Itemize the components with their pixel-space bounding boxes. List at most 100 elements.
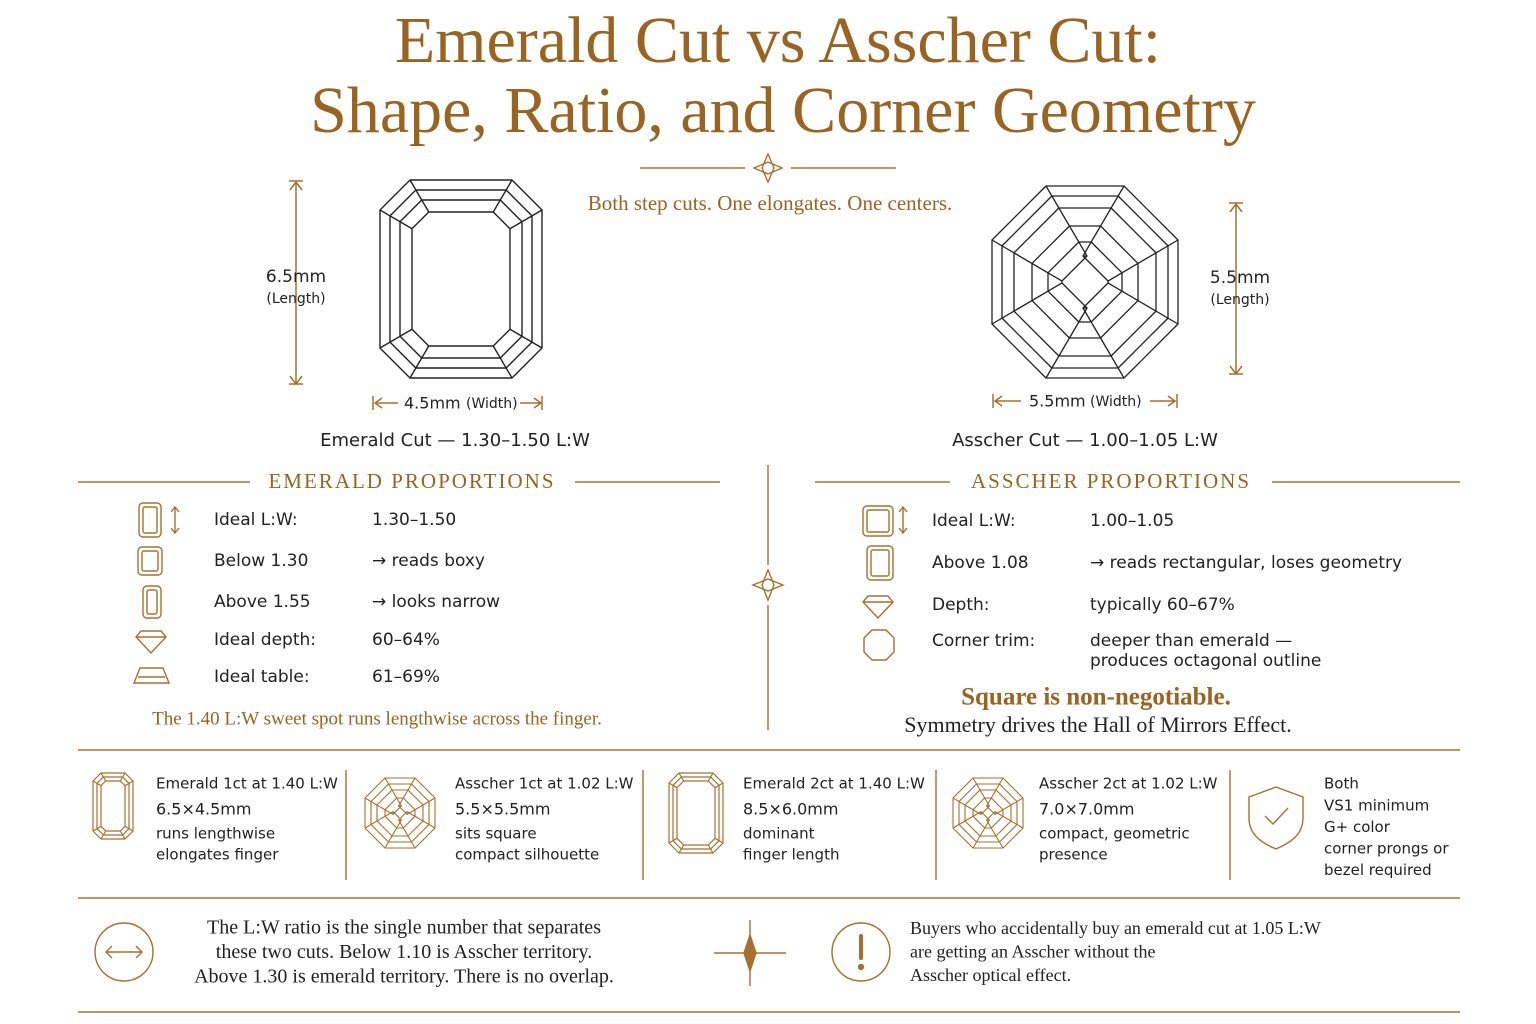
row-value: 60–64% (372, 630, 440, 650)
facet-outline (952, 777, 1024, 849)
row-value: 1.30–1.50 (372, 510, 456, 530)
table-icon (132, 667, 171, 684)
facet-edge (986, 777, 1004, 807)
facet-outline (672, 776, 720, 850)
both-title: Both (1324, 775, 1359, 793)
facet-outline (991, 185, 1179, 379)
step-cut-gem (379, 179, 543, 379)
facet-outline (964, 789, 1012, 837)
example-line: elongates finger (156, 846, 279, 864)
facet-edge (364, 797, 394, 815)
example-size: 7.0×7.0mm (1039, 800, 1134, 819)
row-label: Ideal L:W: (214, 510, 298, 530)
facet-outline (1013, 207, 1157, 357)
facet-edge (124, 825, 134, 832)
facet-edge (1045, 185, 1088, 257)
facet-outline (980, 805, 996, 821)
proportion-icons (132, 502, 908, 684)
facet-outline (392, 805, 408, 821)
facet-edge (714, 837, 724, 844)
facet-outline (100, 780, 126, 832)
title: Shape, Ratio, and Corner Geometry (310, 74, 1256, 147)
row-label: Ideal depth: (214, 630, 316, 650)
facet-outline (676, 780, 716, 846)
example-title: Asscher 1ct at 1.02 L:W (455, 775, 634, 793)
both-line: corner prongs or (1324, 840, 1449, 858)
facet-edge (100, 830, 107, 840)
facet-edge (952, 811, 982, 829)
facet-edge (124, 780, 134, 787)
tagline: Both step cuts. One elongates. One cente… (588, 191, 953, 215)
row-value: deeper than emerald — (1090, 631, 1292, 651)
ratio-arrow (898, 505, 908, 535)
row-value: 61–69% (372, 667, 440, 687)
dimension-note: (Width) (466, 396, 518, 412)
example-size: 5.5×5.5mm (455, 800, 550, 819)
dimension: 6.5mm (266, 267, 326, 287)
facet-outline (1061, 255, 1109, 309)
shape-icon (866, 545, 894, 581)
facet-edge (409, 345, 430, 379)
example-size: 8.5×6.0mm (743, 800, 838, 819)
facet-outline (972, 797, 1004, 829)
example-title: Asscher 2ct at 1.02 L:W (1039, 775, 1218, 793)
row-value: typically 60–67% (1090, 595, 1235, 615)
facet-edge (668, 782, 678, 789)
facet-outline (1047, 241, 1123, 323)
facet-edge (1107, 239, 1179, 282)
facet-outline (958, 783, 1018, 843)
facet-edge (509, 209, 543, 230)
both-line: bezel required (1324, 861, 1432, 879)
example-line: compact, geometric (1039, 825, 1190, 843)
facet-edge (994, 811, 1024, 829)
example-line: presence (1039, 846, 1108, 864)
note: The 1.40 L:W sweet spot runs lengthwise … (152, 708, 602, 729)
facet-edge (379, 328, 413, 349)
facet-edge (986, 819, 1004, 849)
footer-text: are getting an Asscher without the (910, 942, 1155, 962)
both-line: VS1 minimum (1324, 797, 1429, 815)
note-title: Square is non-negotiable. (961, 684, 1231, 711)
facet-edge (100, 772, 107, 782)
facet-outline (1001, 195, 1169, 369)
facet-edge (92, 825, 102, 832)
depth-icon (135, 630, 167, 655)
facet-edge (972, 819, 990, 849)
shape-icon (138, 502, 162, 538)
shape-icon (866, 509, 890, 533)
facet-edge (492, 179, 513, 213)
facet-edge (668, 837, 678, 844)
facet-edge (1045, 307, 1088, 379)
facet-edge (409, 179, 430, 213)
example-line: sits square (455, 825, 537, 843)
octagon-icon (863, 629, 895, 661)
facet-edge (492, 345, 513, 379)
facet-edge (119, 772, 126, 782)
dimension-arrows (289, 180, 1243, 410)
row-label: Corner trim: (932, 631, 1035, 651)
facet-edge (384, 819, 402, 849)
gem-drawings (92, 179, 1179, 854)
step-cut-gem (991, 185, 1179, 379)
facet-edge (994, 797, 1024, 815)
footer-text: The L:W ratio is the single number that … (207, 917, 601, 939)
row-label: Ideal table: (214, 667, 310, 687)
caption: Emerald Cut — 1.30–1.50 L:W (320, 430, 590, 451)
row-value: → looks narrow (372, 592, 500, 612)
dimension-note: (Length) (266, 291, 325, 307)
facet-edge (678, 772, 685, 782)
facet-edge (364, 811, 394, 829)
row-value: → reads rectangular, loses geometry (1090, 553, 1402, 573)
example-title: Emerald 2ct at 1.40 L:W (743, 775, 925, 793)
facet-edge (678, 844, 685, 854)
note-body: Symmetry drives the Hall of Mirrors Effe… (904, 712, 1292, 737)
facet-edge (119, 830, 126, 840)
facet-edge (92, 780, 102, 787)
facet-outline (411, 211, 511, 347)
shape-icon (862, 505, 894, 537)
facet-outline (399, 199, 523, 359)
step-cut-gem (92, 772, 134, 840)
facet-edge (509, 328, 543, 349)
row-label: Above 1.55 (214, 592, 311, 612)
